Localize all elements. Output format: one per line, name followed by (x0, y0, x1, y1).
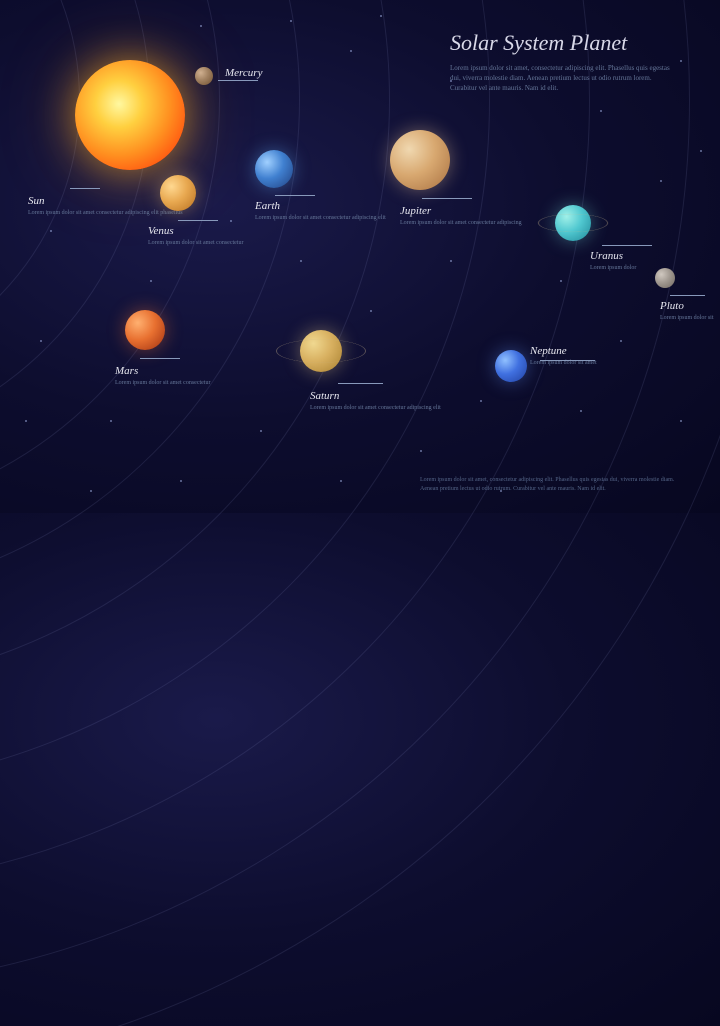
label-desc: Lorem ipsum dolor sit amet consectetur (148, 240, 238, 248)
label-uranus: Uranus Lorem ipsum dolor (590, 250, 636, 273)
label-jupiter: Jupiter Lorem ipsum dolor sit amet consec… (400, 205, 490, 228)
label-name: Mars (115, 365, 205, 377)
label-mercury: Mercury (225, 67, 262, 79)
planet-jupiter (390, 130, 450, 190)
star-icon (90, 490, 92, 492)
label-line (670, 295, 705, 296)
planet-earth (255, 150, 293, 188)
label-sun: Sun Lorem ipsum dolor sit amet consectetu… (28, 195, 118, 218)
label-saturn: Saturn Lorem ipsum dolor sit amet consect… (310, 390, 400, 413)
ring-saturn (276, 339, 366, 362)
star-icon (500, 490, 502, 492)
label-line (178, 220, 218, 221)
star-icon (260, 430, 262, 432)
label-name: Jupiter (400, 205, 490, 217)
star-icon (180, 480, 182, 482)
star-icon (25, 420, 27, 422)
star-icon (110, 420, 112, 422)
label-pluto: Pluto Lorem ipsum dolor sit (660, 300, 714, 323)
star-icon (700, 150, 702, 152)
label-name: Sun (28, 195, 118, 207)
planet-uranus (555, 205, 591, 241)
star-icon (370, 310, 372, 312)
star-icon (420, 450, 422, 452)
label-desc: Lorem ipsum dolor sit amet consectetur (115, 380, 205, 388)
label-line (218, 80, 258, 81)
star-icon (340, 480, 342, 482)
star-icon (660, 180, 662, 182)
label-line (140, 358, 180, 359)
star-icon (680, 420, 682, 422)
label-earth: Earth Lorem ipsum dolor sit amet consecte… (255, 200, 345, 223)
star-icon (350, 50, 352, 52)
label-name: Earth (255, 200, 345, 212)
label-line (338, 383, 383, 384)
label-line (422, 198, 472, 199)
star-icon (40, 340, 42, 342)
label-neptune: Neptune Lorem ipsum dolor sit amet (530, 345, 597, 368)
planet-venus (160, 175, 196, 211)
label-name: Neptune (530, 345, 597, 357)
label-desc: Lorem ipsum dolor sit amet consectetur a… (28, 210, 118, 218)
label-desc: Lorem ipsum dolor sit (660, 315, 714, 323)
star-icon (600, 110, 602, 112)
label-venus: Venus Lorem ipsum dolor sit amet consecte… (148, 225, 238, 248)
star-icon (480, 400, 482, 402)
label-mars: Mars Lorem ipsum dolor sit amet consectet… (115, 365, 205, 388)
label-name: Venus (148, 225, 238, 237)
label-desc: Lorem ipsum dolor sit amet (530, 360, 597, 368)
label-line (540, 360, 595, 361)
star-icon (200, 25, 202, 27)
label-line (275, 195, 315, 196)
planet-saturn (300, 330, 342, 372)
label-name: Pluto (660, 300, 714, 312)
label-name: Saturn (310, 390, 400, 402)
label-desc: Lorem ipsum dolor sit amet consectetur a… (310, 405, 400, 413)
star-icon (580, 410, 582, 412)
star-icon (680, 60, 682, 62)
star-icon (520, 45, 522, 47)
label-name: Mercury (225, 67, 262, 79)
planet-mars (125, 310, 165, 350)
label-desc: Lorem ipsum dolor sit amet consectetur a… (255, 215, 345, 223)
label-desc: Lorem ipsum dolor sit amet consectetur a… (400, 220, 490, 228)
star-icon (450, 80, 452, 82)
planet-sun (75, 60, 185, 170)
label-line (70, 188, 100, 189)
star-icon (290, 20, 292, 22)
star-icon (150, 280, 152, 282)
label-line (602, 245, 652, 246)
label-name: Uranus (590, 250, 636, 262)
star-icon (450, 260, 452, 262)
star-icon (620, 340, 622, 342)
planet-mercury (195, 67, 213, 85)
label-desc: Lorem ipsum dolor (590, 265, 636, 273)
planet-neptune (495, 350, 527, 382)
star-icon (50, 230, 52, 232)
planet-pluto (655, 268, 675, 288)
star-icon (300, 260, 302, 262)
star-icon (380, 15, 382, 17)
star-icon (230, 220, 232, 222)
star-icon (560, 280, 562, 282)
